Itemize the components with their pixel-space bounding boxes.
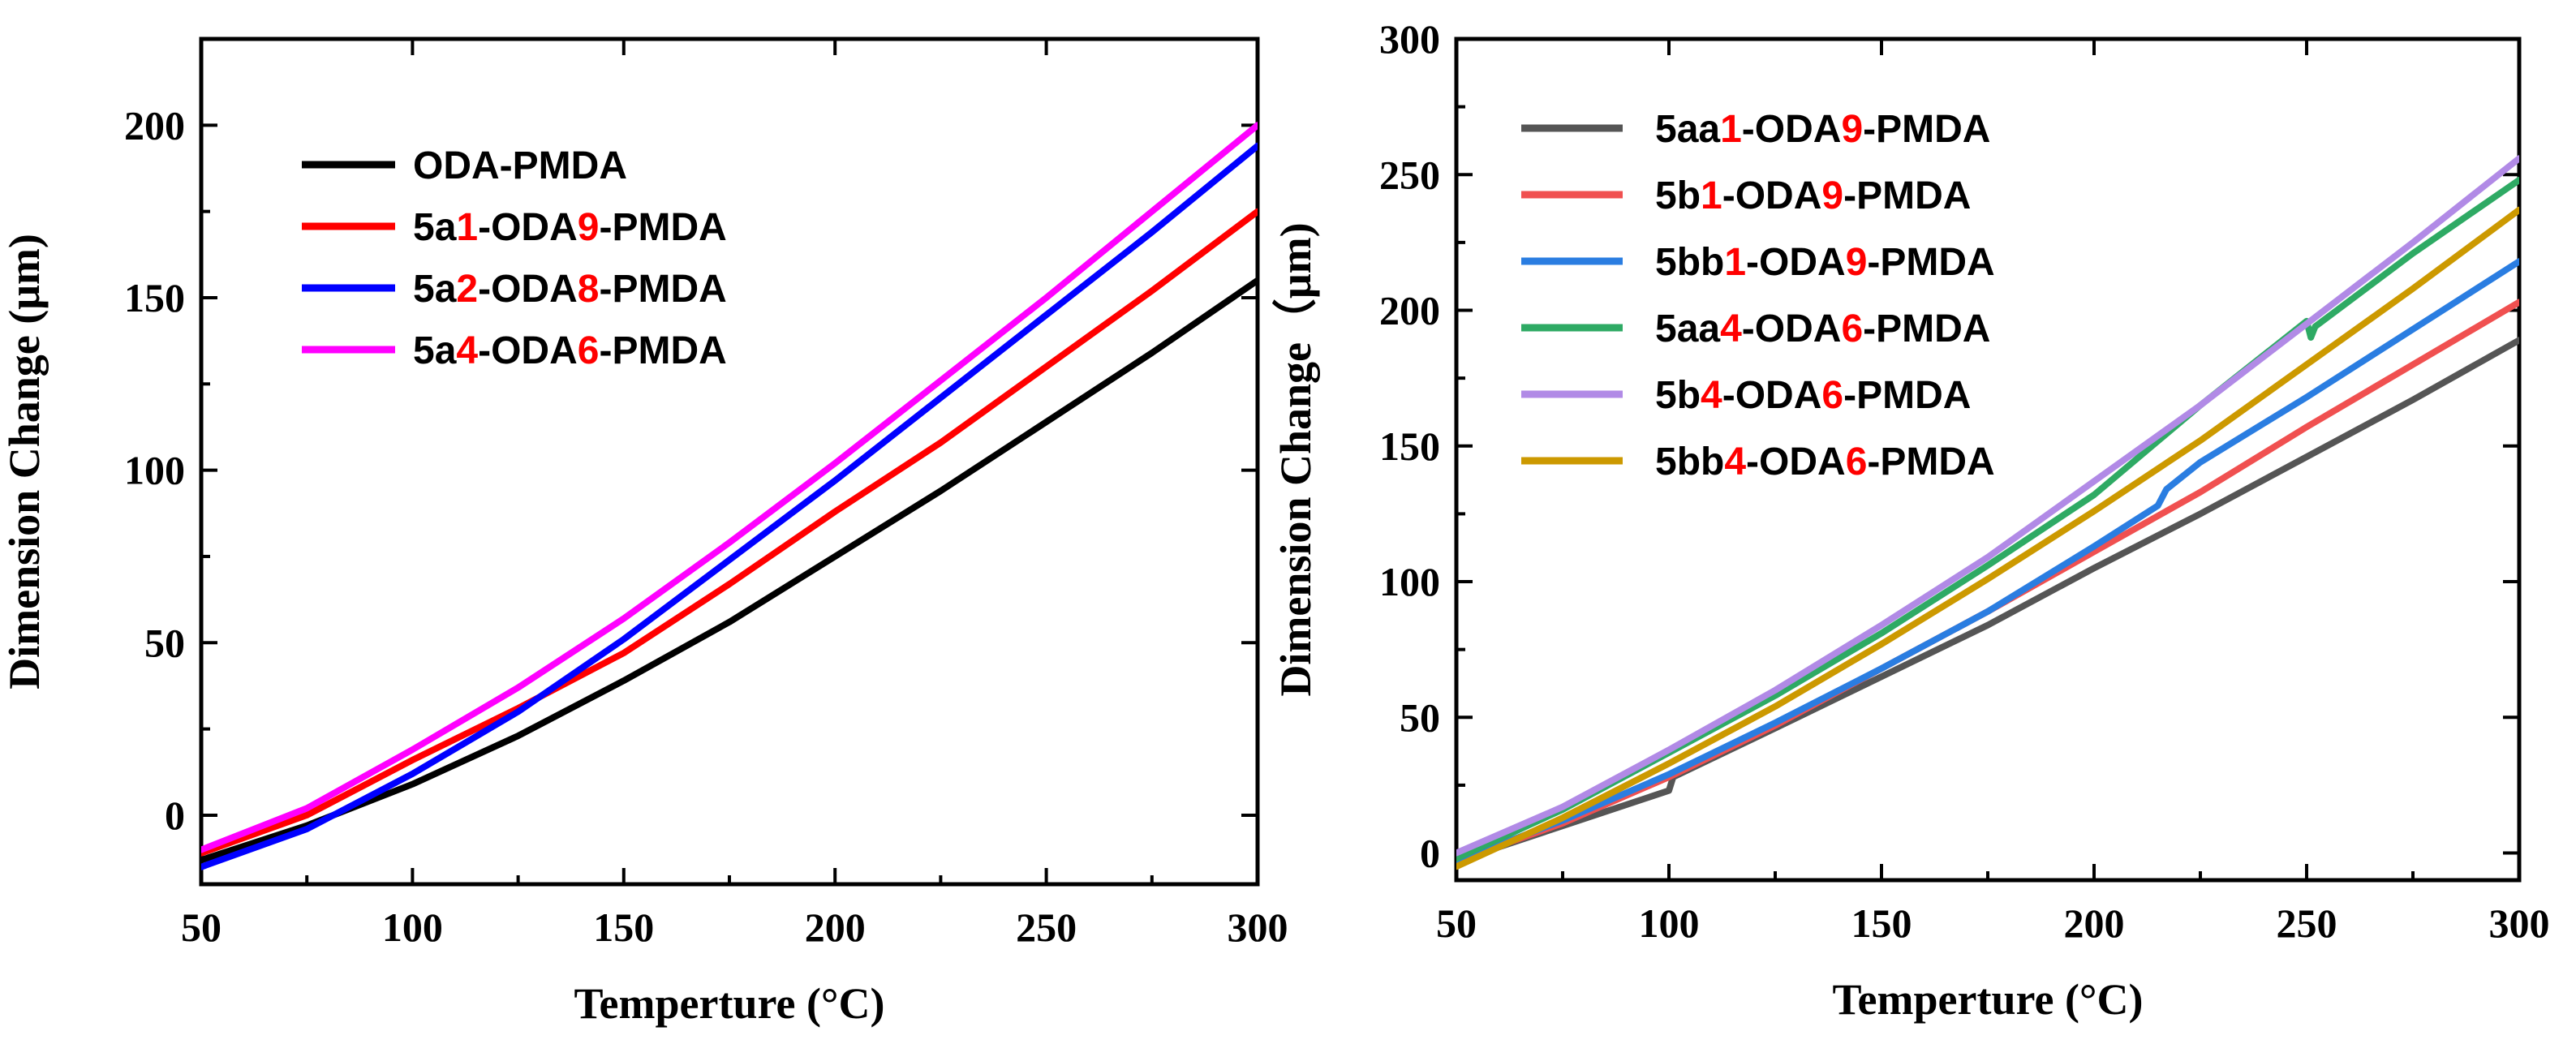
x-tick-label: 150 [1851,900,1912,946]
right-chart: 50 100 150 200 250 300 0 50 100 150 200 250 300 Tempe… [1271,16,2550,1024]
y-axis-title: Dimension Change（μm) [1271,222,1320,696]
left-chart: 50 100 150 200 250 300 0 50 100 150 200 Temperture … [0,37,1288,1028]
legend-label: ODA-PMDA [413,144,627,187]
series-line-5a4-ODA6-PMDA [201,122,1258,853]
legend-label: 5b4-ODA6-PMDA [1655,374,1971,417]
legend-label-part: -ODA [478,268,578,311]
legend: 5aa1-ODA9-PMDA5b1-ODA9-PMDA5bb1-ODA9-PMD… [1521,108,1995,483]
legend-label-part: 2 [456,268,478,311]
legend-label-part: 6 [1841,307,1863,350]
legend-label: 5b1-ODA9-PMDA [1655,174,1971,217]
legend-label-part: -ODA [1742,108,1842,151]
legend-label-part: -PMDA [1867,241,1994,284]
series-line-5aa1-ODA9-PMDA [1456,337,2519,865]
legend-label-part: -PMDA [1863,108,1990,151]
x-tick-label: 50 [1436,900,1477,946]
legend-label: 5a4-ODA6-PMDA [413,329,727,372]
legend-label-part: -ODA [1746,241,1846,284]
legend-label-part: 1 [456,206,478,249]
legend-label-part: 5a [413,268,457,311]
legend-label-part: -PMDA [1843,374,1971,417]
x-tick-label: 300 [1228,904,1288,950]
y-tick-label: 50 [144,620,185,665]
legend-label-part: -ODA [478,206,578,249]
legend-label-part: 6 [1846,440,1868,483]
legend-label-part: -PMDA [1867,440,1994,483]
legend-label-part: 4 [1720,307,1742,350]
series-line-5a2-ODA8-PMDA [201,142,1258,870]
legend-label-part: 5a [413,329,457,372]
y-tick-label: 100 [1379,559,1440,604]
x-tick-label: 250 [1016,904,1077,950]
series-group [201,122,1258,870]
y-tick-label: 150 [1379,423,1440,469]
series-line-5bb4-ODA6-PMDA [1456,206,2519,870]
legend-label: 5bb1-ODA9-PMDA [1655,241,1995,284]
x-tick-label: 250 [2277,900,2337,946]
legend-label: 5aa4-ODA6-PMDA [1655,307,1990,350]
y-tick-label: 300 [1379,16,1440,62]
legend-label-part: 5bb [1655,241,1724,284]
y-tick-label: 50 [1400,694,1440,740]
x-axis-title: Temperture (°C) [1832,975,2143,1024]
legend-label-part: -PMDA [599,206,726,249]
legend-label-part: 9 [1841,108,1863,151]
legend-label-part: 1 [1724,241,1746,284]
legend-label-part: 6 [578,329,600,372]
series-line-5bb1-ODA9-PMDA [1456,258,2519,865]
legend-label-part: 5aa [1655,307,1720,350]
legend-label-part: 9 [1821,174,1843,217]
legend-label-part: 8 [578,268,600,311]
legend-label-part: -ODA [1722,374,1822,417]
y-tick-label: 100 [124,448,185,493]
legend: ODA-PMDA5a1-ODA9-PMDA5a2-ODA8-PMDA5a4-OD… [302,144,727,372]
legend-label-part: -PMDA [599,329,726,372]
x-tick-label: 50 [181,904,221,950]
legend-label-part: 4 [456,329,478,372]
legend-label-part: -ODA [478,329,578,372]
y-axis-title: Dimension Change (μm) [0,234,49,690]
legend-label-part: -PMDA [1863,307,1990,350]
series-line-5b4-ODA6-PMDA [1456,155,2519,857]
x-tick-label: 100 [1639,900,1700,946]
y-tick-label: 200 [124,102,185,148]
legend-label-part: 5bb [1655,440,1724,483]
legend-label-part: 1 [1701,174,1722,217]
legend-label-part: 5b [1655,174,1701,217]
x-tick-label: 200 [2064,900,2125,946]
legend-label: 5a1-ODA9-PMDA [413,206,727,249]
y-tick-label: 0 [1420,831,1440,876]
y-tick-label: 150 [124,275,185,320]
legend-label-part: 1 [1720,108,1742,151]
legend-label-part: -ODA [1746,440,1846,483]
legend-label-part: 4 [1701,374,1722,417]
legend-label-part: -PMDA [1843,174,1971,217]
legend-label-part: 5aa [1655,108,1720,151]
y-tick-label: 250 [1379,152,1440,197]
legend-label-part: 9 [1846,241,1868,284]
legend-label-part: 5b [1655,374,1701,417]
legend-label-part: 9 [578,206,600,249]
legend-label-part: -PMDA [599,268,726,311]
series-line-5a1-ODA9-PMDA [201,208,1258,857]
x-tick-label: 300 [2489,900,2550,946]
x-tick-label: 100 [382,904,443,950]
x-tick-label: 150 [593,904,654,950]
legend-label: 5aa1-ODA9-PMDA [1655,108,1990,151]
series-line-ODA-PMDA [201,277,1258,864]
legend-label-part: ODA-PMDA [413,144,627,187]
y-tick-label: 0 [165,793,185,838]
legend-label: 5bb4-ODA6-PMDA [1655,440,1995,483]
legend-label-part: 4 [1724,440,1746,483]
legend-label: 5a2-ODA8-PMDA [413,268,727,311]
y-tick-label: 200 [1379,288,1440,333]
legend-label-part: -ODA [1722,174,1822,217]
legend-label-part: 6 [1821,374,1843,417]
x-tick-label: 200 [805,904,866,950]
legend-label-part: -ODA [1742,307,1842,350]
legend-label-part: 5a [413,206,457,249]
x-axis-title: Temperture (°C) [574,979,884,1028]
series-group [1456,155,2519,870]
